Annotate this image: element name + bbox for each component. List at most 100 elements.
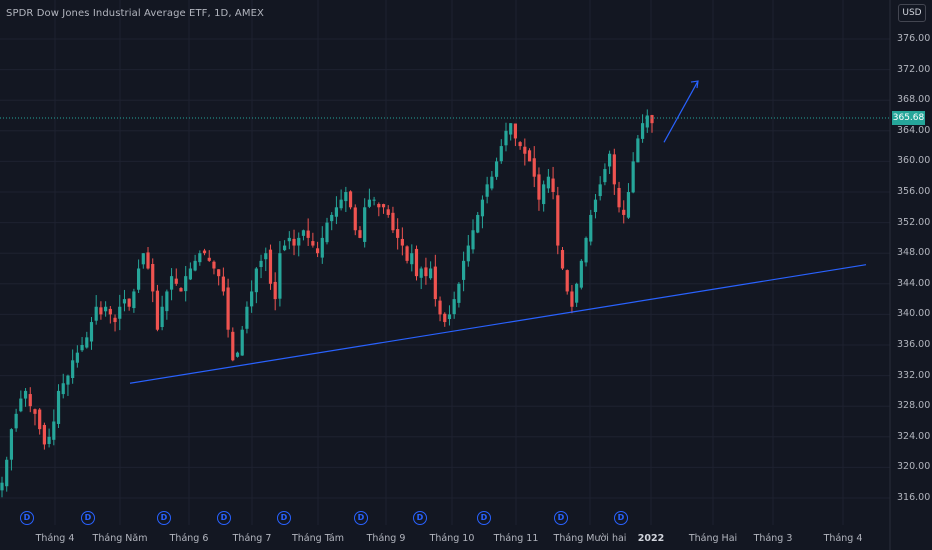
candle-body [28, 394, 32, 407]
y-tick-label: 348.00 [897, 247, 931, 259]
candle-body [339, 199, 343, 209]
candle-body [509, 123, 513, 135]
candle-body [556, 195, 560, 246]
y-tick-label: 316.00 [897, 492, 931, 503]
candle-body [268, 249, 273, 284]
candle-body [461, 260, 466, 280]
candle-body [155, 290, 160, 330]
candle-body [494, 161, 499, 177]
candle-body [593, 199, 598, 213]
candle-body [226, 287, 230, 330]
candle-body [306, 230, 310, 238]
candle-body [617, 187, 621, 208]
candle-body [608, 153, 612, 167]
candle-body [429, 268, 433, 279]
dividend-marker-icon[interactable]: D [354, 511, 368, 525]
candle-body [169, 276, 174, 290]
candle-body [66, 375, 70, 385]
candle-body [485, 184, 489, 197]
candle-body [315, 248, 320, 254]
candle-body [466, 245, 470, 262]
dividend-marker-icon[interactable]: D [157, 511, 171, 525]
candle-body [221, 276, 225, 292]
candle-body [372, 199, 376, 201]
candle-body [132, 291, 136, 309]
candle-body [626, 192, 631, 218]
candle-body [198, 253, 202, 263]
dividend-marker-icon[interactable]: D [217, 511, 231, 525]
candle-body [414, 248, 419, 277]
candle-body [386, 209, 390, 215]
candle-body [202, 250, 207, 254]
candle-body [622, 209, 626, 215]
candle-body [358, 230, 362, 238]
candle-body [122, 299, 127, 304]
candle-body [542, 184, 546, 205]
candle-body [367, 199, 371, 207]
candle-body [118, 306, 122, 319]
candle-body [480, 199, 485, 217]
x-tick-label: 2022 [637, 533, 665, 544]
candle-body [584, 237, 588, 263]
candle-body [56, 390, 61, 424]
candle-body [320, 237, 324, 258]
candle-body [546, 176, 550, 189]
candle-body [344, 192, 348, 202]
y-tick-label: 368.00 [897, 94, 931, 106]
candle-body [136, 268, 141, 290]
candle-body [292, 238, 296, 246]
dividend-marker-icon[interactable]: D [477, 511, 491, 525]
dividend-marker-icon[interactable]: D [554, 511, 568, 525]
candle-body [19, 398, 23, 412]
dividend-marker-icon[interactable]: D [277, 511, 291, 525]
support-trendline[interactable] [129, 264, 867, 384]
candle-body [47, 436, 51, 444]
candle-body [452, 299, 456, 315]
candle-body [603, 169, 607, 183]
candle-body [570, 291, 574, 307]
y-tick-label: 376.00 [897, 33, 931, 44]
x-tick-label: Tháng 10 [429, 533, 475, 544]
candle-body [523, 146, 527, 154]
candle-body [89, 322, 94, 342]
candle-body [410, 253, 414, 265]
candle-body [71, 360, 75, 378]
candle-body [400, 238, 404, 246]
dividend-marker-icon[interactable]: D [20, 511, 34, 525]
candle-body [645, 115, 649, 128]
y-tick-label: 332.00 [897, 369, 931, 381]
dividend-marker-icon[interactable]: D [614, 511, 628, 525]
candle-body [532, 158, 536, 177]
candle-body [264, 253, 268, 260]
candle-body [151, 263, 155, 292]
last-price-label: 365.68 [892, 110, 925, 125]
candle-body [438, 300, 442, 315]
x-tick-label: Tháng Năm [92, 533, 148, 544]
candle-body [575, 283, 579, 303]
candle-body [311, 241, 315, 246]
projection-arrow[interactable] [663, 80, 699, 143]
dividend-marker-icon[interactable]: D [413, 511, 427, 525]
candle-body [443, 313, 447, 323]
candle-body [457, 283, 461, 303]
dividend-marker-icon[interactable]: D [81, 511, 95, 525]
x-tick-label: Tháng 3 [753, 533, 793, 544]
x-tick-label: Tháng Hai [688, 533, 738, 544]
candle-body [278, 253, 282, 299]
y-tick-label: 328.00 [897, 400, 931, 412]
candle-body [85, 337, 89, 348]
candle-body [551, 178, 555, 192]
currency-button[interactable]: USD [898, 4, 926, 22]
candle-body [396, 229, 400, 238]
y-tick-label: 320.00 [897, 461, 931, 473]
candle-body [245, 306, 249, 329]
x-tick-label: Tháng 9 [366, 533, 406, 544]
candle-body [565, 270, 569, 292]
candle-body [348, 191, 353, 208]
x-tick-label: Tháng 7 [232, 533, 272, 544]
candle-body [146, 252, 150, 269]
candle-body [381, 204, 386, 208]
candle-body [447, 314, 452, 320]
